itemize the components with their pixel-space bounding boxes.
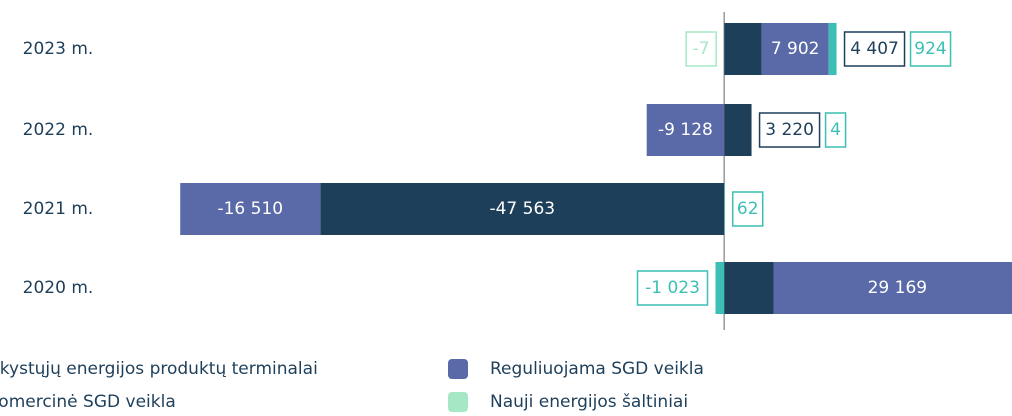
legend-label: Komercinė SGD veikla (0, 392, 176, 412)
value-label-box (824, 112, 847, 148)
value-label-box (909, 31, 952, 67)
legend-label: Reguliuojama SGD veikla (490, 359, 704, 379)
bar-segment (646, 104, 725, 156)
value-label: -1 023 (645, 278, 700, 298)
category-label: 2022 m. (23, 120, 94, 140)
value-label: 29 169 (868, 278, 927, 298)
legend-label: Skystųjų energijos produktų terminalai (0, 359, 318, 379)
bar-segment (180, 183, 321, 235)
value-label: -9 128 (658, 120, 713, 140)
value-label: -16 510 (217, 199, 283, 219)
value-label: 4 (830, 120, 841, 140)
bar-segment (724, 23, 762, 75)
value-label: -47 563 (489, 199, 555, 219)
legend-swatch (448, 392, 468, 412)
category-label: 2021 m. (23, 199, 94, 219)
bar-segment (724, 262, 774, 314)
bar-segment (828, 23, 837, 75)
value-label-box (685, 31, 717, 67)
bar-segment (715, 262, 725, 314)
value-label-box (843, 31, 906, 67)
value-label-box (636, 270, 709, 306)
legend-swatch (448, 359, 468, 379)
value-label: -7 (693, 39, 710, 59)
value-label-box (731, 191, 764, 227)
value-label: 3 220 (765, 120, 814, 140)
value-label: 7 902 (771, 39, 820, 59)
category-label: 2020 m. (23, 278, 94, 298)
value-label: 62 (737, 199, 759, 219)
value-label: 4 407 (850, 39, 899, 59)
legend-label: Nauji energijos šaltiniai (490, 392, 688, 412)
value-label: 924 (914, 39, 946, 59)
bar-segment (773, 262, 1012, 314)
bar-segment (320, 183, 725, 235)
bar-segment (724, 104, 752, 156)
value-label-box (758, 112, 821, 148)
bar-segment (761, 23, 829, 75)
bar-segment (724, 183, 725, 235)
category-label: 2023 m. (23, 39, 94, 59)
